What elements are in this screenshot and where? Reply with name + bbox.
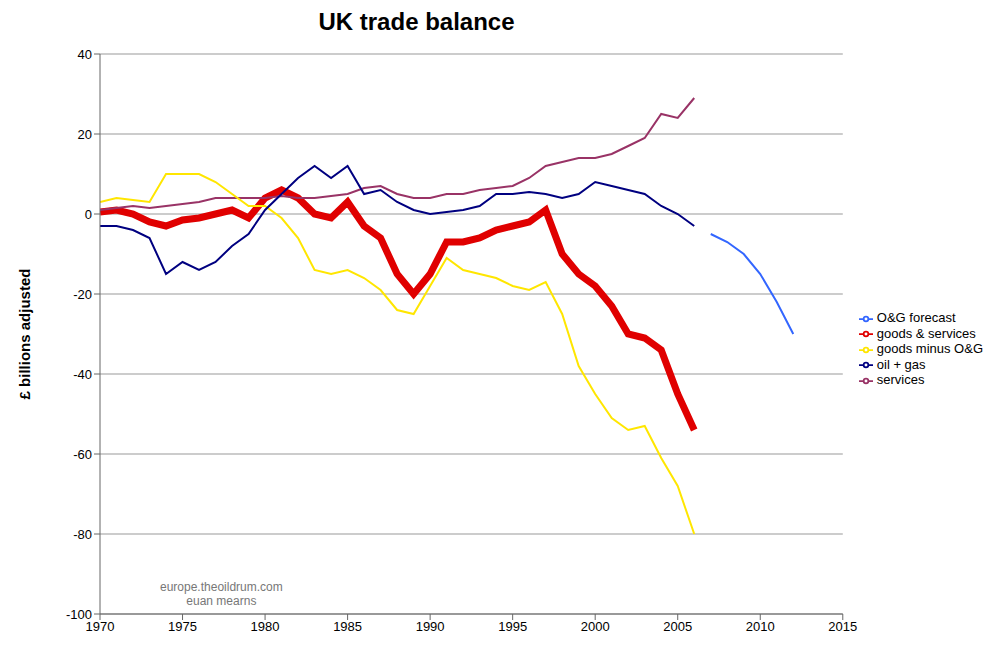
svg-text:1990: 1990 xyxy=(416,619,445,634)
svg-text:1995: 1995 xyxy=(498,619,527,634)
html-text:goods minus O&G: goods minus O&G xyxy=(876,341,983,357)
html-text:goods & services: goods & services xyxy=(876,325,976,341)
svg-text:1970: 1970 xyxy=(85,619,115,635)
svg-text:-100: -100 xyxy=(66,607,92,622)
svg-text:0: 0 xyxy=(85,207,92,222)
svg-text:1985: 1985 xyxy=(333,619,362,634)
svg-text:-20: -20 xyxy=(73,287,92,302)
svg-text:1975: 1975 xyxy=(168,619,197,634)
svg-text:40: 40 xyxy=(78,47,92,62)
svg-text:-80: -80 xyxy=(73,527,92,542)
html-text:UK trade balance: UK trade balance xyxy=(318,8,515,35)
svg-text:£ billions adjusted: £ billions adjusted xyxy=(16,269,33,400)
svg-text:-40: -40 xyxy=(73,367,92,382)
html-text:europe.theoildrum.com: europe.theoildrum.com xyxy=(160,580,283,594)
html-text:oil + gas: oil + gas xyxy=(876,356,926,372)
html-text:services: services xyxy=(876,372,925,388)
html-text:O&G forecast: O&G forecast xyxy=(876,310,956,326)
html-text:euan mearns: euan mearns xyxy=(186,594,257,608)
svg-text:-60: -60 xyxy=(73,447,92,462)
svg-text:2010: 2010 xyxy=(746,619,775,634)
svg-text:2005: 2005 xyxy=(663,619,692,634)
svg-text:20: 20 xyxy=(78,127,92,142)
svg-text:1980: 1980 xyxy=(251,619,280,634)
svg-text:2000: 2000 xyxy=(581,619,610,634)
svg-text:2015: 2015 xyxy=(828,619,857,634)
